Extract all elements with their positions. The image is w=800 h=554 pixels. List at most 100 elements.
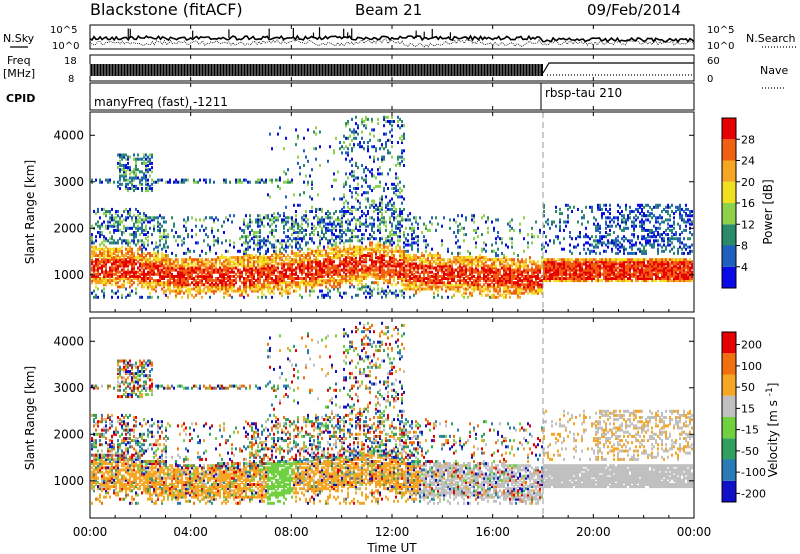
echo-cell: [371, 120, 373, 123]
echo-cell: [175, 231, 177, 234]
echo-cell: [245, 237, 247, 241]
echo-cell: [99, 249, 101, 253]
echo-cell: [399, 226, 401, 230]
echo-cell: [247, 293, 249, 297]
echo-cell: [391, 291, 393, 295]
echo-cell: [327, 258, 329, 262]
echo-cell: [389, 249, 391, 253]
echo-cell: [297, 222, 299, 226]
echo-cell: [365, 191, 367, 195]
echo-cell: [147, 258, 149, 262]
echo-cell: [365, 270, 367, 274]
echo-cell: [161, 216, 163, 220]
echo-cell: [335, 285, 337, 289]
echo-cell: [233, 245, 235, 249]
echo-cell: [273, 212, 275, 216]
echo-cell: [281, 285, 283, 289]
echo-cell: [131, 216, 133, 220]
echo-cell: [391, 237, 393, 241]
echo-cell: [145, 233, 147, 237]
echo-cell: [193, 249, 195, 253]
echo-cell: [381, 268, 383, 272]
echo-cell: [367, 270, 369, 274]
echo-cell: [129, 241, 131, 245]
echo-cell: [97, 287, 99, 291]
echo-cell: [347, 251, 349, 255]
echo-cell: [341, 249, 343, 253]
echo-cell: [155, 245, 157, 249]
echo-cell: [511, 268, 513, 272]
echo-cell: [333, 172, 335, 176]
echo-cell: [337, 283, 339, 287]
echo-cell: [103, 264, 105, 268]
echo-cell: [343, 134, 345, 138]
echo-cell: [319, 164, 321, 167]
echo-cell: [319, 145, 321, 149]
echo-cell: [243, 220, 245, 224]
echo-cell: [123, 283, 125, 287]
echo-cell: [365, 228, 367, 232]
echo-cell: [455, 241, 457, 245]
echo-cell: [387, 115, 389, 119]
echo-cell: [357, 247, 359, 251]
echo-cell: [303, 262, 305, 266]
echo-cell: [183, 218, 185, 222]
echo-cell: [317, 268, 319, 272]
echo-cell: [97, 264, 99, 268]
echo-cell: [435, 254, 437, 257]
echo-cell: [189, 291, 191, 295]
echo-cell: [293, 281, 295, 285]
echo-cell: [285, 289, 287, 293]
echo-cell: [245, 258, 247, 262]
echo-cell: [275, 277, 277, 280]
echo-cell: [507, 272, 509, 276]
echo-cell: [385, 289, 387, 293]
echo-cell: [327, 274, 329, 278]
echo-cell: [345, 228, 347, 232]
echo-cell: [125, 258, 127, 262]
echo-cell: [533, 235, 535, 239]
echo-cell: [483, 214, 485, 218]
echo-cell: [93, 247, 95, 251]
echo-cell: [313, 249, 315, 253]
echo-cell: [303, 266, 305, 270]
echo-cell: [373, 281, 375, 285]
echo-cell: [359, 249, 361, 253]
echo-cell: [513, 251, 515, 255]
echo-cell: [103, 260, 105, 264]
echo-cell: [149, 153, 151, 157]
echo-cell: [231, 281, 233, 285]
echo-cell: [117, 268, 119, 272]
echo-cell: [349, 237, 351, 241]
echo-cell: [389, 289, 391, 293]
echo-cell: [137, 176, 139, 180]
echo-cell: [379, 237, 381, 241]
echo-cell: [377, 184, 379, 188]
echo-cell: [351, 283, 353, 287]
echo-cell: [363, 272, 365, 276]
echo-cell: [203, 287, 205, 291]
echo-cell: [495, 218, 497, 222]
echo-cell: [253, 285, 255, 289]
echo-cell: [295, 270, 297, 274]
echo-cell: [325, 222, 327, 226]
echo-cell: [109, 277, 111, 280]
echo-cell: [285, 272, 287, 276]
echo-cell: [497, 254, 499, 257]
echo-cell: [315, 147, 317, 151]
noise-tick-low-right: 10^0: [707, 41, 734, 52]
echo-cell: [237, 258, 239, 262]
echo-cell: [363, 285, 365, 289]
echo-cell: [487, 216, 489, 220]
echo-cell: [277, 184, 279, 188]
echo-cell: [429, 220, 431, 224]
echo-cell: [339, 268, 341, 272]
echo-cell: [211, 226, 213, 230]
echo-cell: [113, 231, 115, 234]
echo-cell: [311, 231, 313, 234]
echo-cell: [287, 283, 289, 287]
echo-cell: [339, 141, 341, 144]
echo-cell: [195, 266, 197, 270]
echo-cell: [335, 237, 337, 241]
echo-cell: [111, 268, 113, 272]
